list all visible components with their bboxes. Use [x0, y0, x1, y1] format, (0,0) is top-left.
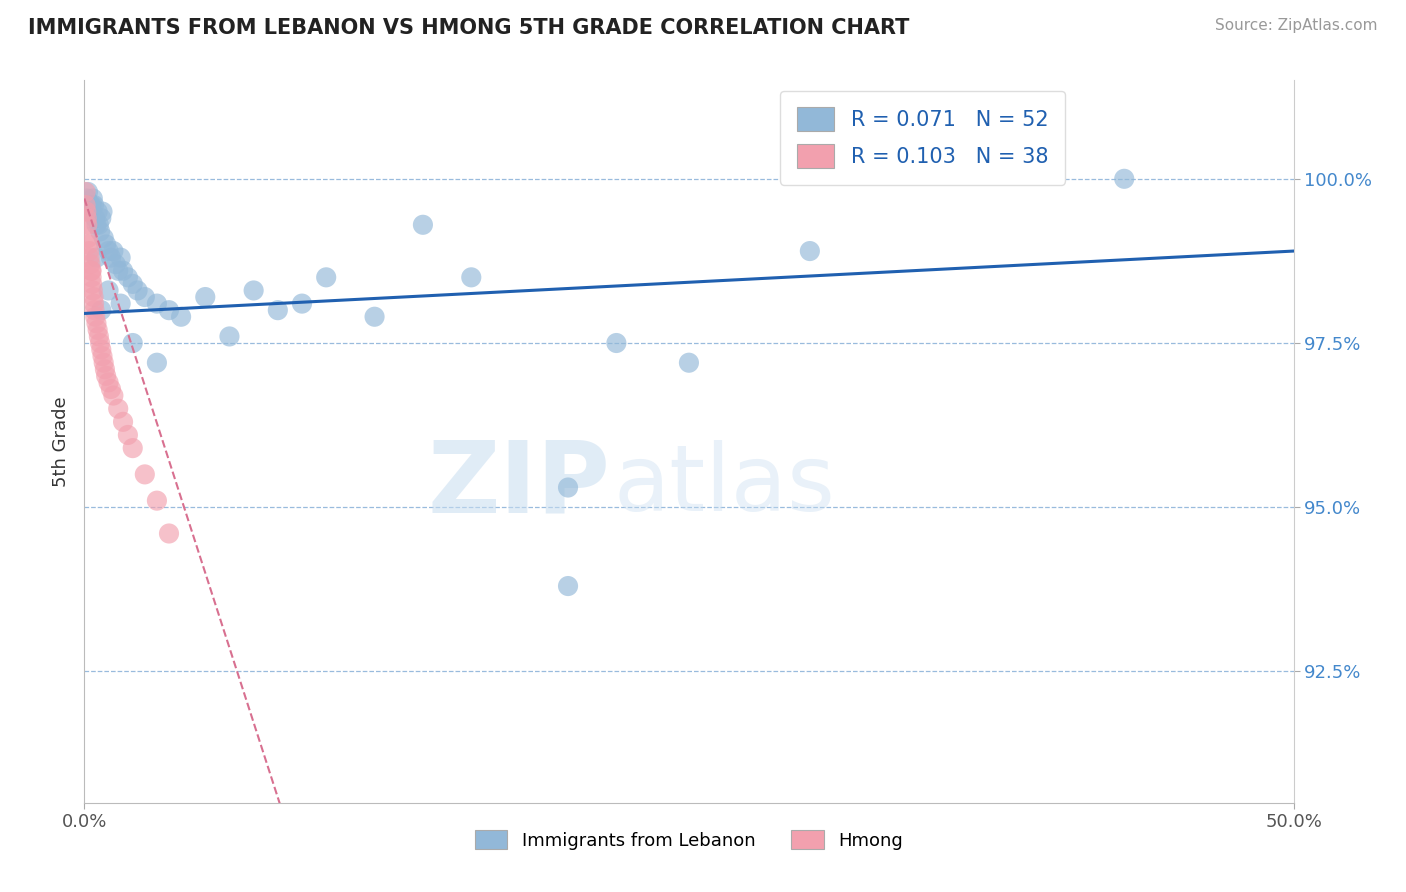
Point: [76, 211, 98, 226]
Text: atlas: atlas: [614, 440, 835, 530]
Point: [86, 218, 108, 232]
Point: [799, 244, 821, 258]
Point: [100, 382, 122, 396]
Point: [90, 211, 112, 226]
Point: [77, 231, 100, 245]
Point: [91, 204, 114, 219]
Point: [89, 224, 111, 238]
Point: [90, 343, 112, 357]
Point: [86, 204, 108, 219]
Point: [134, 290, 156, 304]
Point: [157, 526, 180, 541]
Point: [89, 336, 111, 351]
Point: [107, 264, 129, 278]
Point: [678, 356, 700, 370]
Point: [170, 310, 193, 324]
Point: [77, 185, 100, 199]
Point: [86, 323, 108, 337]
Point: [87, 218, 110, 232]
Point: [75, 204, 97, 219]
Point: [79, 251, 101, 265]
Point: [76, 192, 98, 206]
Point: [103, 244, 125, 258]
Point: [83, 296, 105, 310]
Point: [557, 579, 579, 593]
Point: [75, 185, 97, 199]
Point: [94, 362, 117, 376]
Point: [80, 198, 103, 212]
Point: [146, 296, 169, 310]
Point: [291, 296, 314, 310]
Point: [75, 198, 97, 212]
Point: [80, 264, 103, 278]
Point: [82, 284, 104, 298]
Point: [80, 264, 103, 278]
Point: [77, 244, 100, 258]
Point: [1114, 171, 1136, 186]
Point: [134, 467, 156, 482]
Point: [110, 251, 132, 265]
Point: [107, 401, 129, 416]
Text: Source: ZipAtlas.com: Source: ZipAtlas.com: [1215, 18, 1378, 33]
Point: [86, 251, 108, 265]
Point: [90, 303, 112, 318]
Point: [80, 270, 103, 285]
Y-axis label: 5th Grade: 5th Grade: [52, 396, 70, 487]
Point: [127, 284, 149, 298]
Point: [82, 192, 104, 206]
Point: [557, 481, 579, 495]
Text: IMMIGRANTS FROM LEBANON VS HMONG 5TH GRADE CORRELATION CHART: IMMIGRANTS FROM LEBANON VS HMONG 5TH GRA…: [28, 18, 910, 37]
Point: [97, 244, 120, 258]
Point: [363, 310, 385, 324]
Point: [83, 290, 105, 304]
Point: [93, 356, 115, 370]
Point: [460, 270, 482, 285]
Point: [77, 237, 100, 252]
Legend: Immigrants from Lebanon, Hmong: Immigrants from Lebanon, Hmong: [465, 822, 912, 859]
Point: [112, 264, 135, 278]
Point: [97, 376, 120, 390]
Point: [80, 204, 103, 219]
Point: [117, 428, 139, 442]
Point: [82, 277, 104, 291]
Point: [121, 441, 143, 455]
Point: [91, 349, 114, 363]
Point: [84, 211, 107, 226]
Point: [112, 415, 135, 429]
Point: [83, 198, 105, 212]
Point: [93, 231, 115, 245]
Point: [104, 257, 127, 271]
Point: [412, 218, 434, 232]
Point: [84, 310, 107, 324]
Point: [110, 296, 132, 310]
Point: [76, 218, 98, 232]
Point: [218, 329, 240, 343]
Point: [117, 270, 139, 285]
Point: [315, 270, 337, 285]
Point: [267, 303, 290, 318]
Point: [77, 204, 100, 219]
Point: [79, 257, 101, 271]
Point: [79, 198, 101, 212]
Point: [103, 388, 125, 402]
Text: ZIP: ZIP: [427, 436, 610, 533]
Point: [146, 493, 169, 508]
Point: [605, 336, 627, 351]
Point: [83, 303, 105, 318]
Point: [94, 237, 117, 252]
Point: [86, 316, 108, 330]
Point: [100, 251, 122, 265]
Point: [242, 284, 264, 298]
Point: [87, 329, 110, 343]
Point: [121, 277, 143, 291]
Point: [121, 336, 143, 351]
Point: [97, 284, 120, 298]
Point: [194, 290, 217, 304]
Point: [146, 356, 169, 370]
Point: [157, 303, 180, 318]
Point: [94, 368, 117, 383]
